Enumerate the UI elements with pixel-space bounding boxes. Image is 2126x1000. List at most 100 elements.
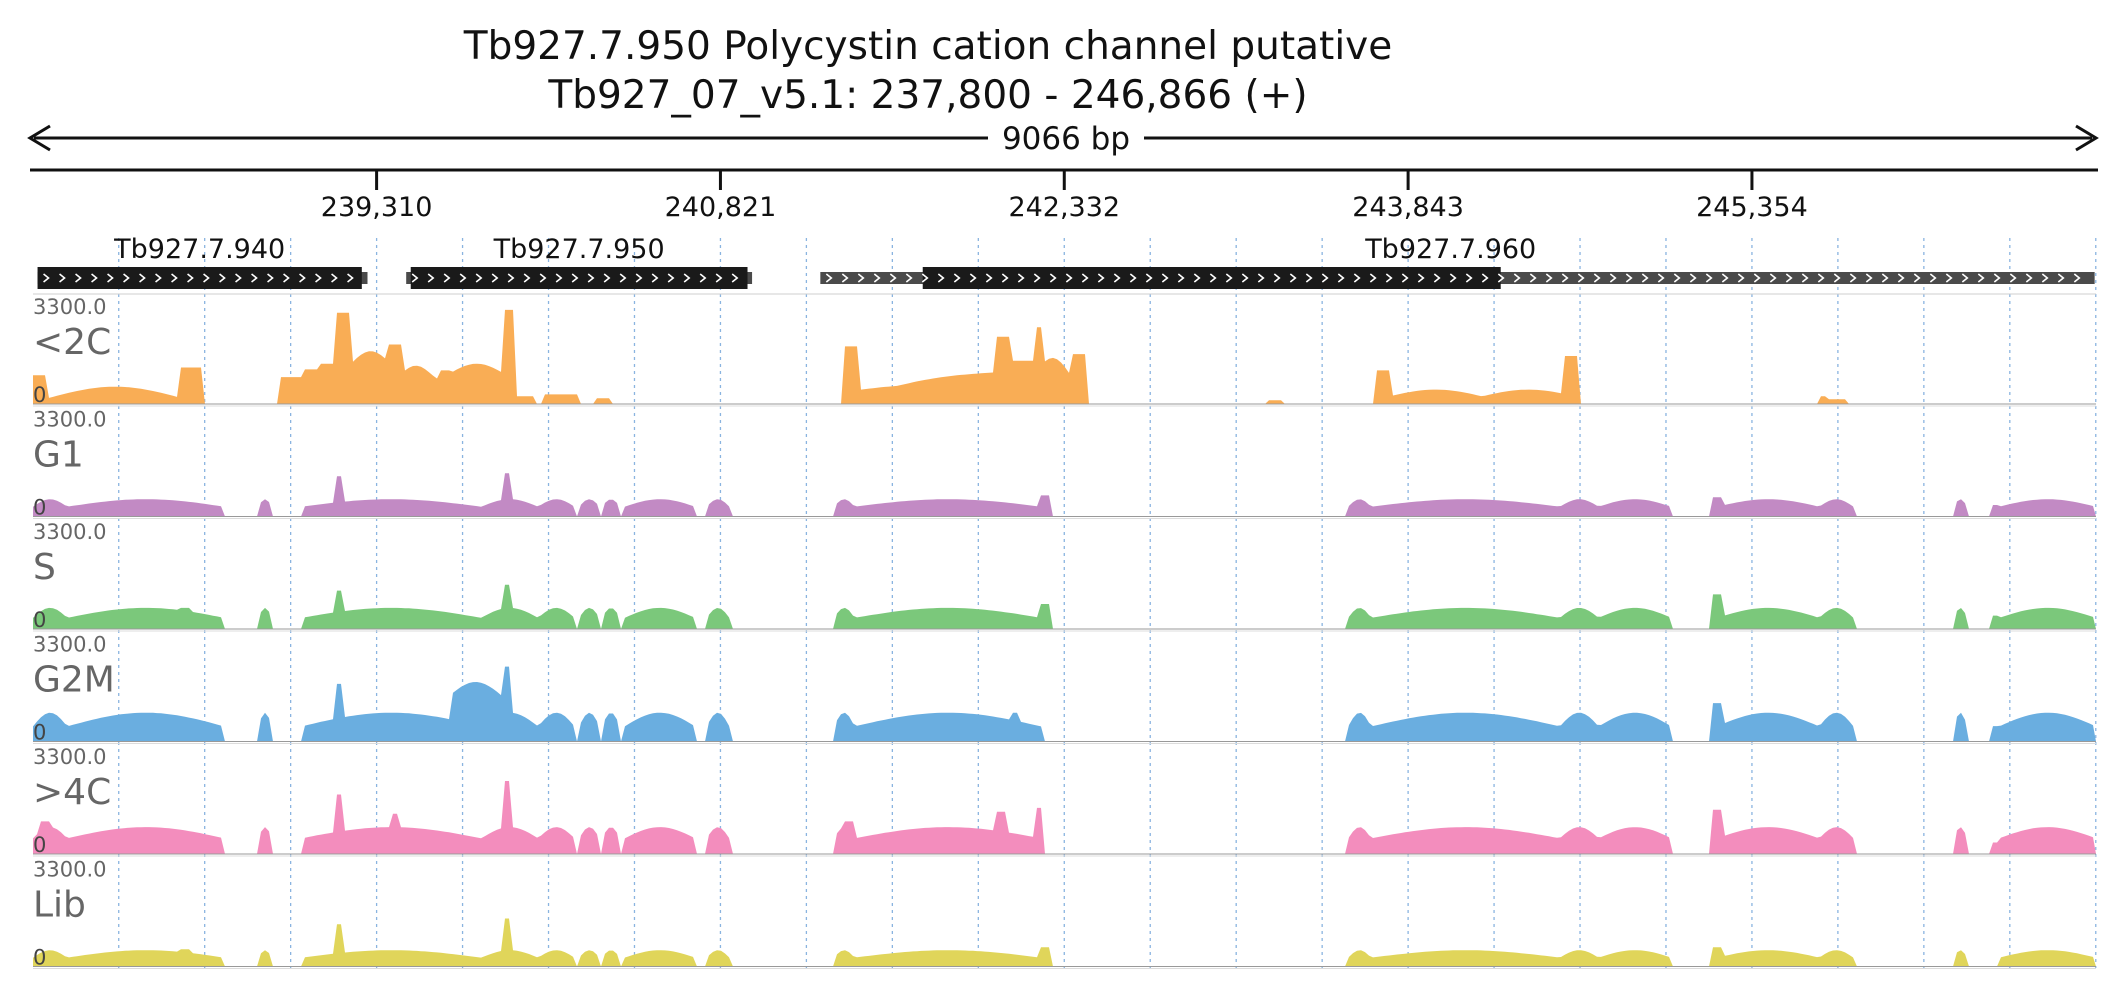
strand-arrow-icon — [1289, 273, 1297, 283]
strand-arrow-icon — [953, 273, 961, 283]
strand-arrow-icon — [75, 273, 82, 283]
strand-arrow-icon — [841, 273, 849, 283]
grid-lines — [118, 238, 2097, 968]
strand-arrow-icon — [1561, 273, 1569, 283]
strand-arrow-icon — [1241, 273, 1249, 283]
coverage-area — [33, 666, 2096, 742]
strand-arrow-icon — [1849, 273, 1857, 283]
strand-arrow-icon — [1449, 273, 1457, 283]
gene-track: Tb927.7.940 Tb927.7.950 Tb927.7.960 — [33, 234, 2096, 295]
strand-arrow-icon — [1513, 273, 1521, 283]
strand-arrow-icon — [475, 273, 483, 283]
strand-arrow-icon — [443, 273, 451, 283]
strand-arrow-icon — [331, 273, 338, 283]
ruler-tick-label: 239,310 — [321, 192, 433, 223]
strand-arrow-icon — [683, 273, 691, 283]
strand-arrow-icon — [411, 273, 419, 283]
strand-arrow-icon — [1865, 273, 1873, 283]
strand-arrow-icon — [905, 273, 913, 283]
strand-arrow-icon — [1001, 273, 1009, 283]
strand-arrow-icon — [1225, 273, 1233, 283]
strand-arrow-icon — [1545, 273, 1553, 283]
track-scale-min: 0 — [33, 496, 46, 520]
strand-arrow-icon — [571, 273, 579, 283]
strand-arrow-icon — [1625, 273, 1633, 283]
strand-arrow-icon — [107, 273, 114, 283]
strand-arrow-icon — [155, 273, 162, 283]
strand-arrow-icon — [1145, 273, 1153, 283]
strand-arrow-icon — [491, 273, 499, 283]
ruler-tick-label: 242,332 — [1008, 192, 1120, 223]
strand-arrow-icon — [251, 273, 258, 283]
strand-arrow-icon — [2009, 273, 2017, 283]
strand-arrow-icon — [1177, 273, 1185, 283]
coverage-track: 3300.0 Lib 0 — [33, 858, 2096, 970]
gene-label: Tb927.7.940 — [113, 234, 285, 265]
strand-arrow-icon — [651, 273, 659, 283]
gene-model: Tb927.7.950 — [406, 234, 753, 289]
strand-arrow-icon — [1065, 273, 1073, 283]
strand-arrow-icon — [171, 273, 178, 283]
strand-arrow-icon — [1321, 273, 1329, 283]
strand-arrow-icon — [985, 273, 993, 283]
coverage-area — [33, 918, 2096, 967]
strand-arrow-icon — [2073, 273, 2081, 283]
strand-arrow-icon — [539, 273, 547, 283]
strand-arrow-icon — [43, 273, 50, 283]
strand-arrow-icon — [235, 273, 242, 283]
strand-arrow-icon — [1273, 273, 1281, 283]
strand-arrow-icon — [91, 273, 98, 283]
arrow-right-icon — [2075, 124, 2099, 152]
track-name: G2M — [33, 660, 115, 701]
strand-arrow-icon — [667, 273, 675, 283]
strand-arrow-icon — [1257, 273, 1265, 283]
strand-arrow-icon — [1641, 273, 1649, 283]
strand-arrow-icon — [1353, 273, 1361, 283]
track-scale-min: 0 — [33, 946, 46, 970]
strand-arrow-icon — [1593, 273, 1601, 283]
strand-arrow-icon — [1033, 273, 1041, 283]
strand-arrow-icon — [825, 273, 833, 283]
strand-arrow-icon — [603, 273, 611, 283]
strand-arrow-icon — [857, 273, 865, 283]
strand-arrow-icon — [1753, 273, 1761, 283]
strand-arrow-icon — [1689, 273, 1697, 283]
strand-arrow-icon — [1417, 273, 1425, 283]
ruler-tick-label: 240,821 — [665, 192, 777, 223]
strand-arrow-icon — [267, 273, 274, 283]
strand-arrow-icon — [139, 273, 146, 283]
ruler-ticks: 239,310 240,821 242,332 243,843 245,354 — [321, 170, 1808, 223]
track-name: >4C — [33, 772, 111, 813]
gene-cds — [37, 267, 362, 289]
strand-arrow-icon — [921, 273, 929, 283]
strand-arrow-icon — [937, 273, 945, 283]
strand-arrow-icon — [1161, 273, 1169, 283]
gene-model: Tb927.7.940 — [37, 234, 368, 289]
strand-arrow-icon — [203, 273, 210, 283]
strand-arrow-icon — [619, 273, 627, 283]
strand-arrow-icon — [1305, 273, 1313, 283]
coverage-track: 3300.0 G2M 0 — [33, 633, 2096, 745]
track-scale-max: 3300.0 — [33, 520, 106, 544]
strand-arrow-icon — [1721, 273, 1729, 283]
track-scale-max: 3300.0 — [33, 858, 106, 882]
strand-arrow-icon — [219, 273, 226, 283]
strand-arrow-icon — [1705, 273, 1713, 283]
strand-arrow-icon — [1081, 273, 1089, 283]
ruler-tick-label: 243,843 — [1352, 192, 1464, 223]
strand-arrow-icon — [507, 273, 515, 283]
strand-arrow-icon — [315, 273, 322, 283]
strand-arrow-icon — [1801, 273, 1809, 283]
gene-label: Tb927.7.960 — [1364, 234, 1536, 265]
gene-cds — [922, 267, 1501, 289]
gene-label: Tb927.7.950 — [493, 234, 665, 265]
strand-arrow-icon — [1401, 273, 1409, 283]
strand-arrow-icon — [459, 273, 467, 283]
strand-arrow-icon — [555, 273, 563, 283]
strand-arrow-icon — [1529, 273, 1537, 283]
strand-arrow-icon — [2041, 273, 2049, 283]
figure-title: Tb927.7.950 Polycystin cation channel pu… — [463, 24, 1392, 69]
strand-arrow-icon — [731, 273, 739, 283]
strand-arrow-icon — [1497, 273, 1505, 283]
